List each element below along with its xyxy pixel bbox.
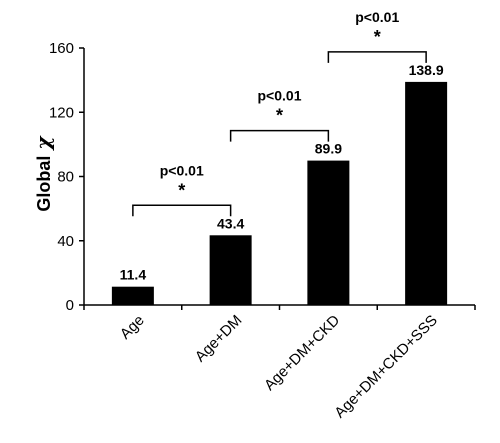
category-label: Age+DM+CKD	[261, 312, 343, 394]
category-label: Age+DM	[192, 312, 246, 366]
bar	[307, 160, 350, 305]
y-tick-label: 40	[57, 233, 74, 250]
significance-bracket	[327, 51, 427, 63]
category-label: Age+DM+CKD+SSS	[331, 312, 441, 422]
bar-value-label: 43.4	[217, 215, 244, 231]
bar	[111, 286, 154, 305]
y-tick-label: 160	[49, 40, 74, 57]
significance-brackets: * p<0.01 * p<0.01 * p<0.01	[132, 9, 427, 217]
chart-bars	[111, 81, 448, 305]
significance-marker: *	[374, 27, 381, 47]
significance-marker: *	[178, 180, 185, 200]
significance-marker: *	[276, 106, 283, 126]
significance-bracket	[132, 204, 232, 217]
y-tick-label: 80	[57, 169, 74, 186]
significance-bracket	[229, 129, 330, 142]
p-value-label: p<0.01	[355, 9, 399, 25]
y-axis-label-symbol: χ	[31, 135, 55, 152]
bar-value-label: 89.9	[315, 141, 342, 157]
category-label: Age	[117, 312, 148, 343]
bar	[209, 235, 252, 305]
y-tick-label: 0	[66, 297, 74, 314]
bar	[405, 81, 448, 305]
bar-value-label: 138.9	[409, 62, 444, 78]
p-value-label: p<0.01	[160, 162, 204, 178]
bar-value-label: 11.4	[120, 267, 147, 283]
y-axis-label: Global χ	[31, 135, 55, 212]
y-axis-label-text: Global	[34, 156, 54, 212]
y-tick-label: 120	[49, 104, 74, 121]
p-value-label: p<0.01	[258, 88, 302, 104]
